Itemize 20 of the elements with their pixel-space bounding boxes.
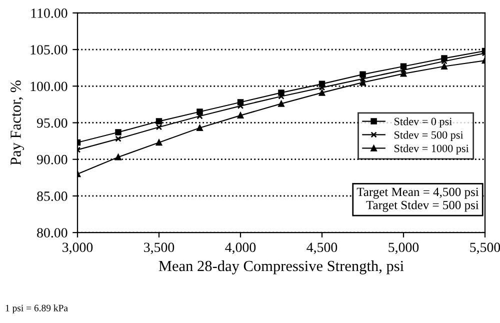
y-tick-label: 110.00 [31, 8, 68, 18]
x-axis-title: Mean 28-day Compressive Strength, psi [158, 260, 404, 274]
x-tick-label: 4,000 [225, 242, 256, 254]
y-tick-label: 80.00 [37, 228, 68, 238]
x-tick-label: 5,500 [470, 242, 500, 254]
legend-label: Stdev = 1000 psi [394, 144, 469, 154]
y-tick-label: 95.00 [36, 118, 68, 128]
y-axis-title: Pay Factor, % [10, 80, 24, 166]
annotation: Target Mean = 4,500 psi Target Stdev = 500 psi [356, 188, 479, 212]
y-tick-label: 85.00 [37, 192, 68, 201]
legend-label: Stdev = 500 psi [394, 130, 464, 141]
text: 1 psi = 6.89 kPa [6, 304, 68, 314]
y-tick-label: 105.00 [30, 45, 68, 55]
legend-label: Stdev = 0 psi [394, 117, 452, 128]
y-tick-label: 90.00 [36, 154, 68, 164]
x-tick-label: 5,000 [388, 242, 419, 254]
y-tick-label: 100.00 [30, 82, 68, 92]
x-tick-label: 4,500 [306, 242, 338, 254]
x-tick-label: 3,500 [144, 242, 174, 254]
x-tick-label: 3,000 [62, 242, 93, 254]
